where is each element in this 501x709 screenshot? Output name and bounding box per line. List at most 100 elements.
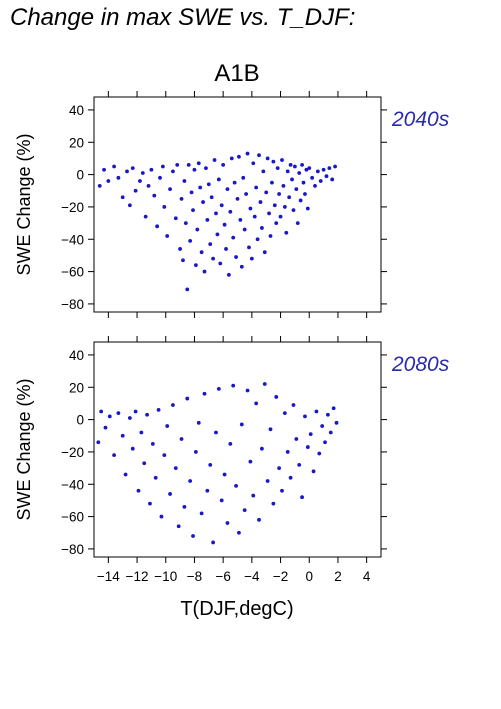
scatter-point [199,250,204,255]
scatter-point [212,158,217,162]
scatter-point [192,167,197,172]
scatter-point [293,164,297,169]
y-tick-label: 0 [76,168,84,183]
scatter-point [179,196,184,201]
scatter-point [239,422,244,427]
scatter-point [168,187,172,192]
scatter-point [274,395,279,399]
scatter-point [219,498,224,503]
scatter-point [221,162,226,167]
scatter-point [225,521,230,525]
scatter-point [323,440,327,445]
scatter-point [310,175,315,180]
x-tick-label: −12 [126,569,149,584]
x-tick-label: −10 [154,569,177,584]
scatter-point [284,230,289,235]
scatter-point [259,226,264,230]
scatter-point [140,171,145,175]
scatter-point [288,162,293,167]
scatter-point [278,214,283,219]
scatter-point [295,221,300,225]
x-axis-title: T(DJF,degC) [180,598,293,620]
scatter-point [202,391,207,396]
scatter-point [229,156,234,161]
scatter-point [225,187,230,192]
scatter-point [254,401,259,406]
scatter-point [146,184,151,188]
scatter-point [138,179,142,183]
scatter-point [281,184,286,188]
x-tick-label: −6 [215,569,230,584]
scatter-point [222,472,227,477]
scatter-point [234,255,238,259]
scatter-point [247,245,251,250]
scatter-point [238,217,243,222]
scatter-point [136,488,141,493]
scatter-point [208,242,213,247]
scatter-point [287,195,292,200]
scatter-point [282,411,287,416]
scatter-point [107,414,112,419]
scatter-point [285,450,290,454]
scatter-point [328,430,333,435]
scatter-point [274,221,279,225]
scatter-point [280,158,284,162]
scatter-point [153,475,158,480]
scatter-point [182,504,187,509]
scatter-point [259,446,264,451]
scatter-point [171,169,175,174]
scatter-point [228,209,233,214]
scatter-point [290,177,294,182]
x-tick-label: 0 [305,569,313,584]
x-tick-label: −14 [97,569,120,584]
scatter-point [133,409,138,414]
scatter-point [195,227,200,232]
scatter-point [97,184,102,188]
scatter-point [176,524,181,529]
scatter-point [277,192,282,196]
scatter-point [294,187,299,192]
scatter-point [191,534,195,538]
scatter-point [314,409,319,414]
scatter-point [130,166,135,171]
scatter-point [272,203,277,208]
scatter-point [258,200,263,204]
scatter-point [255,237,260,242]
scatter-point [268,234,273,238]
y-tick-label: −80 [61,542,84,557]
scatter-point [224,247,228,251]
scatter-point [254,185,259,190]
scatter-point [165,234,170,238]
scatter-point [211,540,216,545]
y-tick-label: 40 [69,348,84,363]
scatter-point [160,164,165,169]
scatter-point [277,466,282,470]
scatter-point [208,462,213,467]
scatter-point [313,184,317,188]
scatter-point [125,169,129,174]
scatter-point [226,272,231,277]
scatter-point [216,386,221,391]
scatter-point [201,200,205,204]
scatter-point [139,430,144,435]
scatter-point [282,205,287,209]
scatter-point [257,153,261,158]
scatter-point [127,203,132,208]
scatter-point [162,453,167,458]
scatter-point [112,164,116,169]
scatter-point [268,427,273,432]
scatter-point [185,396,190,401]
scatter-point [291,403,296,407]
plot-frame [93,341,382,558]
scatter-point [142,461,147,466]
scatter-point [158,175,162,180]
scatter-point [116,175,121,180]
scatter-point [218,261,223,266]
scatter-point [235,196,240,201]
scatter-point [193,263,198,268]
scatter-point [271,159,276,164]
y-tick-label: 40 [69,103,84,118]
scatter-point [301,180,306,185]
scenario-title: A1B [214,60,259,87]
scatter-point [249,256,254,261]
